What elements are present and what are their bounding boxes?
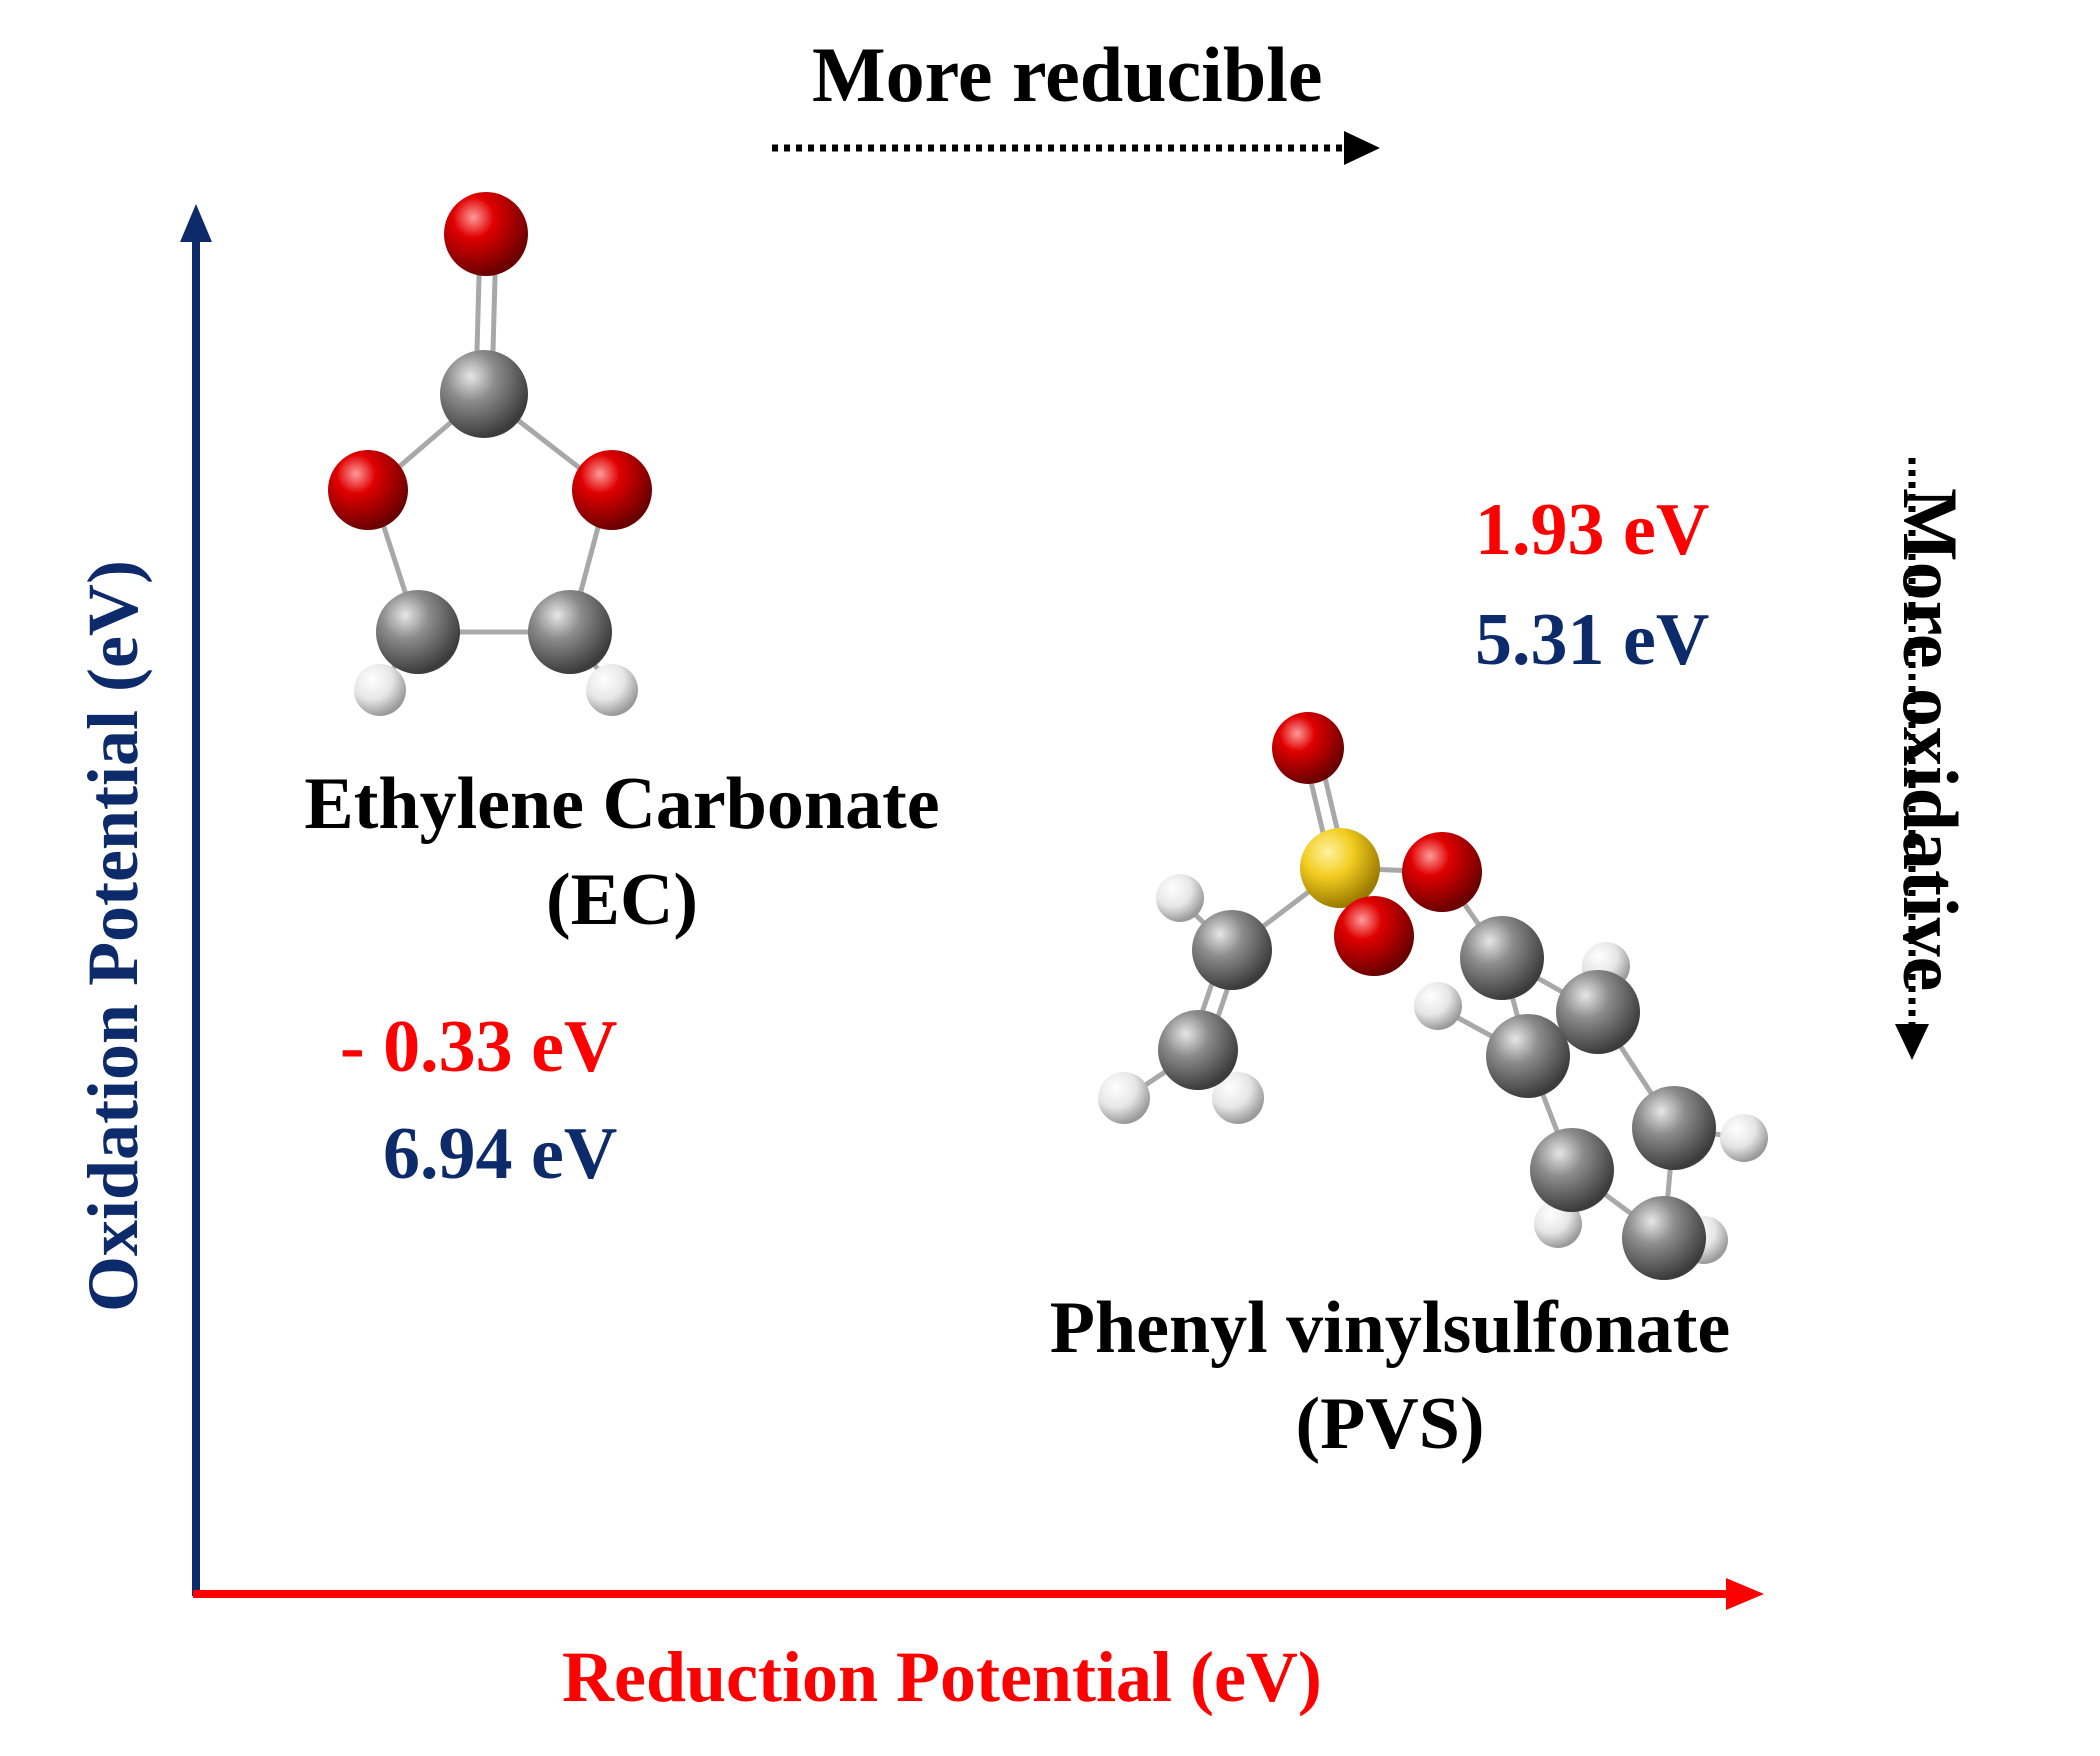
oxygen-atom — [328, 450, 408, 530]
carbon-atom — [376, 590, 460, 674]
pvs-reduction-value: 1.93 eV — [1475, 489, 1710, 571]
hydrogen-atom — [1720, 1114, 1768, 1162]
pvs-molecule — [1098, 712, 1768, 1280]
carbon-atom — [1158, 1010, 1238, 1090]
pvs-name: Phenyl vinylsulfonate (PVS) — [990, 1280, 1790, 1472]
more-oxidative-arrowhead — [1895, 1024, 1929, 1060]
oxygen-atom — [1272, 712, 1344, 784]
ec-name: Ethylene Carbonate (EC) — [242, 756, 1002, 948]
oxygen-atom — [444, 192, 528, 276]
hydrogen-atom — [586, 664, 638, 716]
carbon-atom — [1486, 1014, 1570, 1098]
carbon-atom — [1622, 1196, 1706, 1280]
carbon-atom — [1556, 970, 1640, 1054]
hydrogen-atom — [1414, 982, 1462, 1030]
hydrogen-atom — [1212, 1072, 1264, 1124]
carbon-atom — [1460, 916, 1544, 1000]
carbon-atom — [528, 590, 612, 674]
more-reducible-label: More reducible — [812, 31, 1323, 118]
carbon-atom — [1632, 1086, 1716, 1170]
hydrogen-atom — [1156, 874, 1204, 922]
more-oxidative-label: More oxidative — [1887, 488, 1974, 992]
ec-oxidation-value: 6.94 eV — [383, 1113, 618, 1195]
oxygen-atom — [572, 450, 652, 530]
y-axis-label: Oxidation Potential (eV) — [73, 560, 153, 1312]
x-axis-label: Reduction Potential (eV) — [562, 1637, 1322, 1717]
hydrogen-atom — [1534, 1200, 1582, 1248]
ec-name-line2: (EC) — [545, 859, 699, 941]
pvs-oxidation-value: 5.31 eV — [1475, 599, 1710, 681]
hydrogen-atom — [1098, 1072, 1150, 1124]
ec-name-line1: Ethylene Carbonate — [304, 763, 940, 845]
sulfur-atom — [1300, 828, 1380, 908]
carbon-atom — [1192, 910, 1272, 990]
oxygen-atom — [1402, 832, 1482, 912]
ec-reduction-value: - 0.33 eV — [340, 1006, 618, 1088]
more-reducible-arrowhead — [1344, 131, 1380, 165]
y-axis-arrowhead — [180, 204, 212, 242]
pvs-name-line2: (PVS) — [1295, 1383, 1485, 1465]
x-axis-arrowhead — [1726, 1578, 1764, 1610]
carbon-atom — [1530, 1128, 1614, 1212]
ec-molecule — [328, 192, 652, 716]
carbon-atom — [440, 350, 528, 438]
pvs-name-line1: Phenyl vinylsulfonate — [1049, 1287, 1731, 1369]
hydrogen-atom — [354, 664, 406, 716]
oxygen-atom — [1334, 896, 1414, 976]
